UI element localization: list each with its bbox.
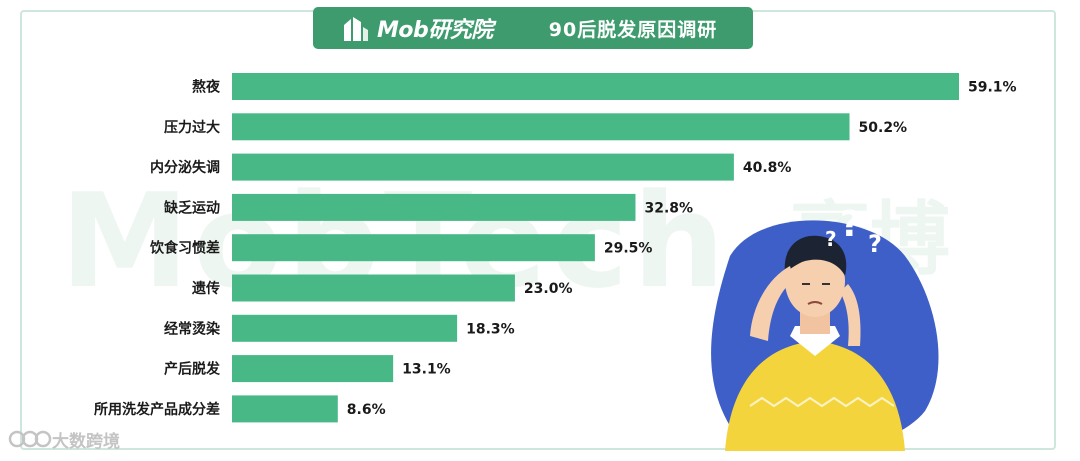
logo-text: Mob研究院 <box>377 18 493 43</box>
value-label: 40.8% <box>743 160 792 176</box>
category-label: 缺乏运动 <box>164 199 220 216</box>
value-label: 29.5% <box>604 241 653 257</box>
mob-logo: Mob研究院 <box>341 12 493 44</box>
value-label: 59.1% <box>968 80 1017 96</box>
bar <box>232 355 394 383</box>
footer-brand-text: 大数跨境 <box>52 431 120 452</box>
footer-brand: 大数跨境 <box>8 426 120 452</box>
bar <box>232 153 734 181</box>
brand-logo-icon <box>8 430 52 448</box>
value-label: 8.6% <box>347 402 386 418</box>
value-label: 13.1% <box>402 362 451 378</box>
bar <box>232 274 515 302</box>
bar <box>232 113 850 141</box>
chart-title: 90后脱发原因调研 <box>548 18 718 41</box>
bar <box>232 234 595 262</box>
svg-text:?: ? <box>825 227 837 251</box>
value-label: 50.2% <box>859 120 908 136</box>
bar <box>232 314 458 342</box>
confused-person-illustration: ? ? ? <box>711 204 939 452</box>
category-label: 熬夜 <box>192 79 221 96</box>
bar <box>232 193 636 221</box>
category-label: 压力过大 <box>164 119 220 136</box>
value-label: 18.3% <box>466 321 515 337</box>
value-label: 23.0% <box>524 281 573 297</box>
category-label: 所用洗发产品成分差 <box>94 401 220 418</box>
category-label: 产后脱发 <box>164 361 221 378</box>
category-label: 饮食习惯差 <box>149 240 220 257</box>
category-label: 内分泌失调 <box>150 159 220 176</box>
bar <box>232 73 959 100</box>
value-label: 32.8% <box>644 200 693 216</box>
building-icon <box>344 17 368 41</box>
category-label: 遗传 <box>191 280 220 297</box>
chart-header: Mob研究院 90后脱发原因调研 <box>313 7 753 49</box>
svg-text:?: ? <box>840 204 861 245</box>
category-label: 经常烫染 <box>164 320 221 337</box>
svg-text:?: ? <box>868 230 882 258</box>
bar <box>232 395 338 423</box>
